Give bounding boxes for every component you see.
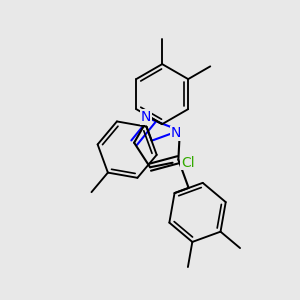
Text: N: N [141,110,151,124]
Text: Cl: Cl [181,156,195,170]
Text: N: N [170,126,181,140]
